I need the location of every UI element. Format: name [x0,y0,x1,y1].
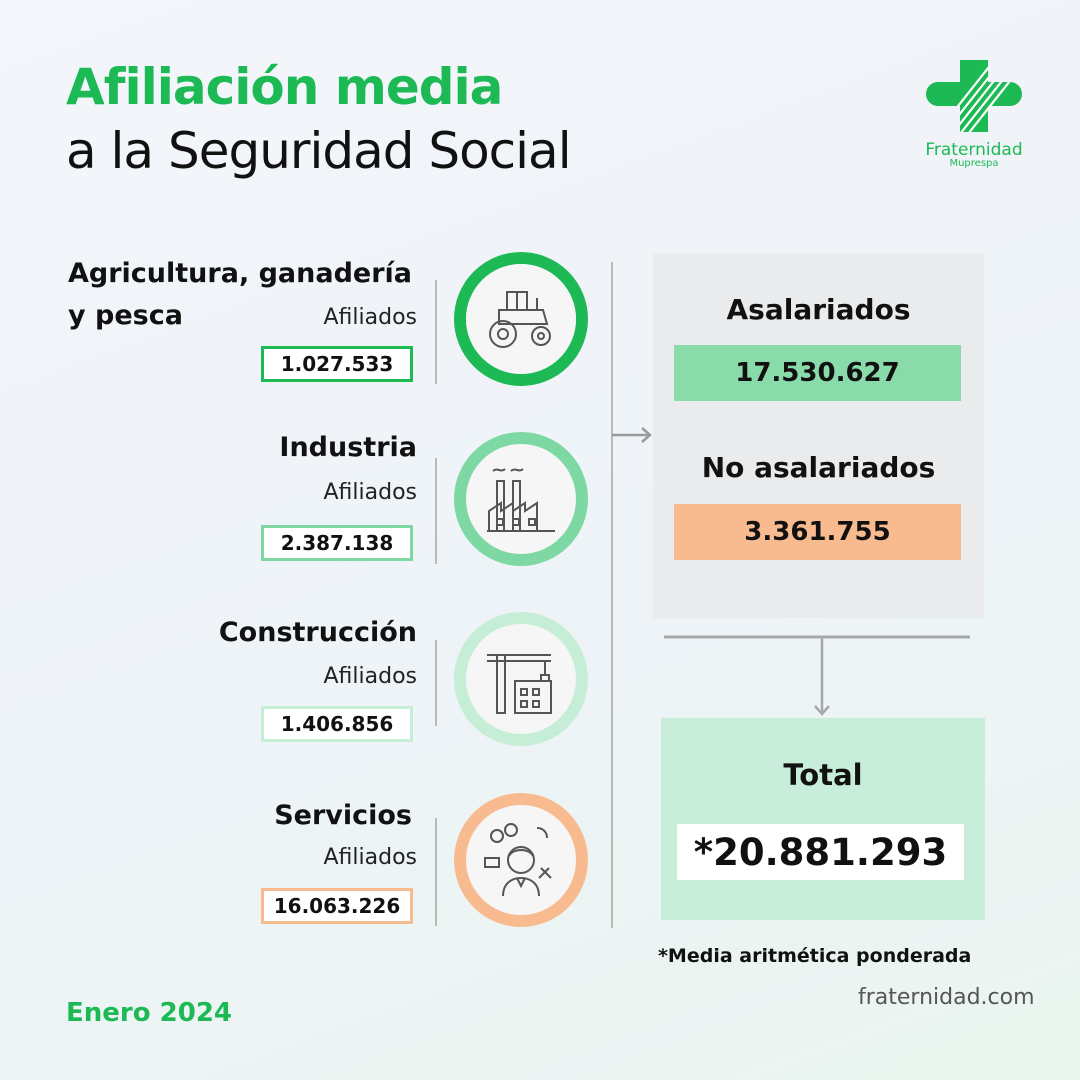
sector-servicios-label: Afiliados [323,845,418,870]
divider [435,818,437,926]
website-link[interactable]: fraternidad.com [858,985,1035,1010]
logo-name: Fraternidad [925,140,1023,160]
arrow-right-icon [612,427,652,443]
sector-agricultura-value: 1.027.533 [261,346,413,382]
center-divider [611,262,613,928]
no-asalariados-value: 3.361.755 [674,504,961,560]
total-value: *20.881.293 [677,824,964,880]
logo: Fraternidad Muprespa [922,58,1026,169]
sector-construccion-label: Afiliados [323,664,418,689]
date-label: Enero 2024 [66,998,233,1028]
divider [435,280,437,384]
logo-sub: Muprespa [949,158,999,169]
connector-down [664,635,970,716]
title-line1: Afiliación media [66,58,503,116]
sector-agricultura-name-line1: Agricultura, ganadería [68,258,413,289]
no-asalariados-label: No asalariados [701,451,936,484]
sector-construccion-circle [454,612,588,746]
cross-logo-icon [926,60,1022,132]
asalariados-value: 17.530.627 [674,345,961,401]
sector-servicios-name: Servicios [274,800,412,831]
sector-servicios-value: 16.063.226 [261,888,413,924]
factory-icon [487,468,555,532]
footnote: *Media aritmética ponderada [658,945,972,967]
asalariados-label: Asalariados [726,293,911,326]
summary-panel: Asalariados 17.530.627 No asalariados 3.… [653,253,984,618]
total-label: Total [783,758,863,792]
sector-agricultura-label: Afiliados [323,305,418,330]
title-line2: a la Seguridad Social [66,122,572,180]
total-panel: Total *20.881.293 [661,718,985,920]
sector-industria-value: 2.387.138 [261,525,413,561]
sector-agricultura-name-line2: y pesca [68,300,183,331]
sector-agricultura-circle [454,252,588,386]
sector-construccion-value: 1.406.856 [261,706,413,742]
sector-industria-name: Industria [279,432,417,463]
tractor-icon [489,291,551,348]
divider [435,640,437,726]
customer-service-icon [484,823,552,897]
sector-industria-circle [454,432,588,566]
sector-servicios-circle [454,793,588,927]
crane-building-icon [487,654,552,714]
sector-construccion-name: Construcción [218,617,417,648]
divider [435,458,437,564]
sector-industria-label: Afiliados [323,480,418,505]
